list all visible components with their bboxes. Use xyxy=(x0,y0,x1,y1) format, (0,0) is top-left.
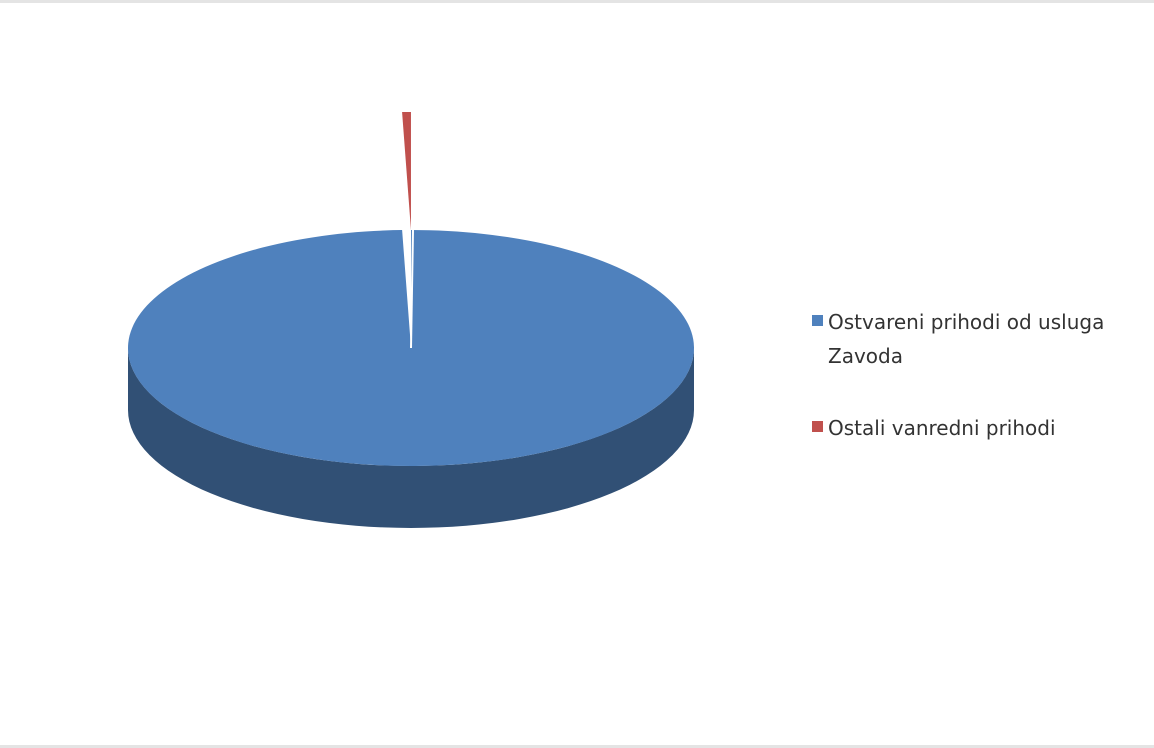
legend-item-other: Ostali vanredni prihodi xyxy=(812,411,1142,445)
pie-slice-0-top xyxy=(127,230,694,466)
legend-label-other: Ostali vanredni prihodi xyxy=(828,416,1056,440)
chart-legend: Ostvareni prihodi od usluga Zavoda Ostal… xyxy=(812,305,1142,483)
pie-slice-0-side xyxy=(128,348,694,528)
legend-item-services: Ostvareni prihodi od usluga Zavoda xyxy=(812,305,1142,373)
pie-slice-gap xyxy=(410,229,414,349)
legend-swatch-services xyxy=(812,315,823,326)
pie-chart xyxy=(127,112,694,528)
pie-slice-1-top xyxy=(402,112,411,230)
legend-swatch-other xyxy=(812,421,823,432)
legend-label-services: Ostvareni prihodi od usluga Zavoda xyxy=(828,310,1105,368)
